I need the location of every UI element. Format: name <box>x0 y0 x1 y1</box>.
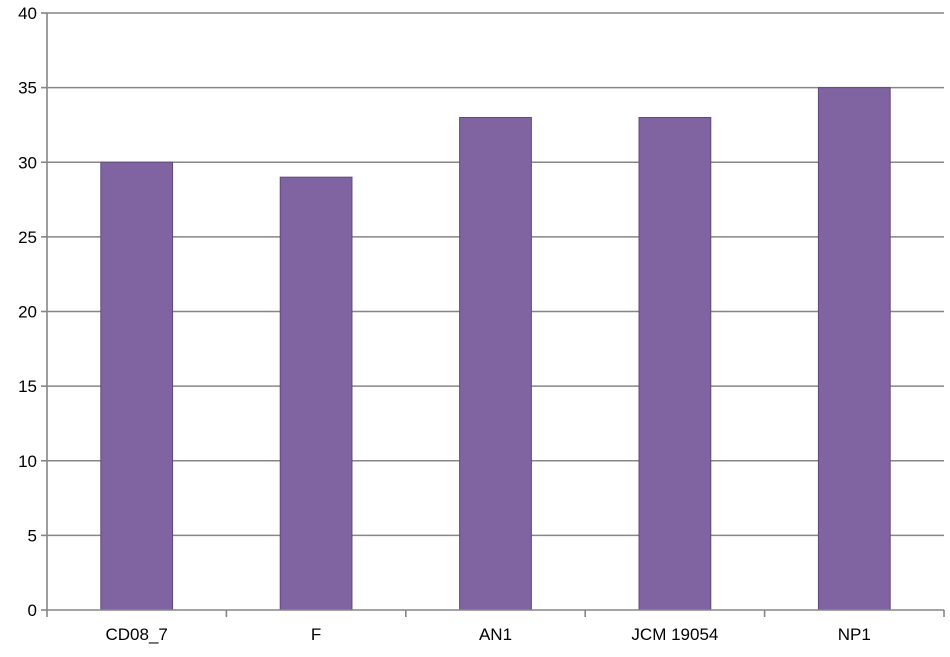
y-tick-label: 0 <box>28 601 37 620</box>
y-tick-labels: 0 5 10 15 20 25 30 35 40 <box>18 4 37 620</box>
bar-cd08-7 <box>101 162 173 610</box>
x-tick-labels: CD08_7 F AN1 JCM 19054 NP1 <box>106 625 871 644</box>
y-tick-label: 30 <box>18 153 37 172</box>
x-tick-label: CD08_7 <box>106 625 168 644</box>
bar-f <box>280 177 352 610</box>
y-tick-label: 10 <box>18 452 37 471</box>
y-tick-label: 40 <box>18 4 37 23</box>
bar-jcm-19054 <box>639 117 711 610</box>
bar-an1 <box>460 117 532 610</box>
bar-np1 <box>818 88 890 610</box>
y-tick-label: 35 <box>18 79 37 98</box>
y-tick-label: 25 <box>18 228 37 247</box>
x-tick-label: F <box>311 625 321 644</box>
bars <box>101 88 890 610</box>
x-tick-label: JCM 19054 <box>631 625 718 644</box>
y-tick-label: 15 <box>18 377 37 396</box>
y-tick-label: 5 <box>28 526 37 545</box>
y-tick-label: 20 <box>18 303 37 322</box>
x-tick-label: NP1 <box>838 625 871 644</box>
x-tick-label: AN1 <box>479 625 512 644</box>
